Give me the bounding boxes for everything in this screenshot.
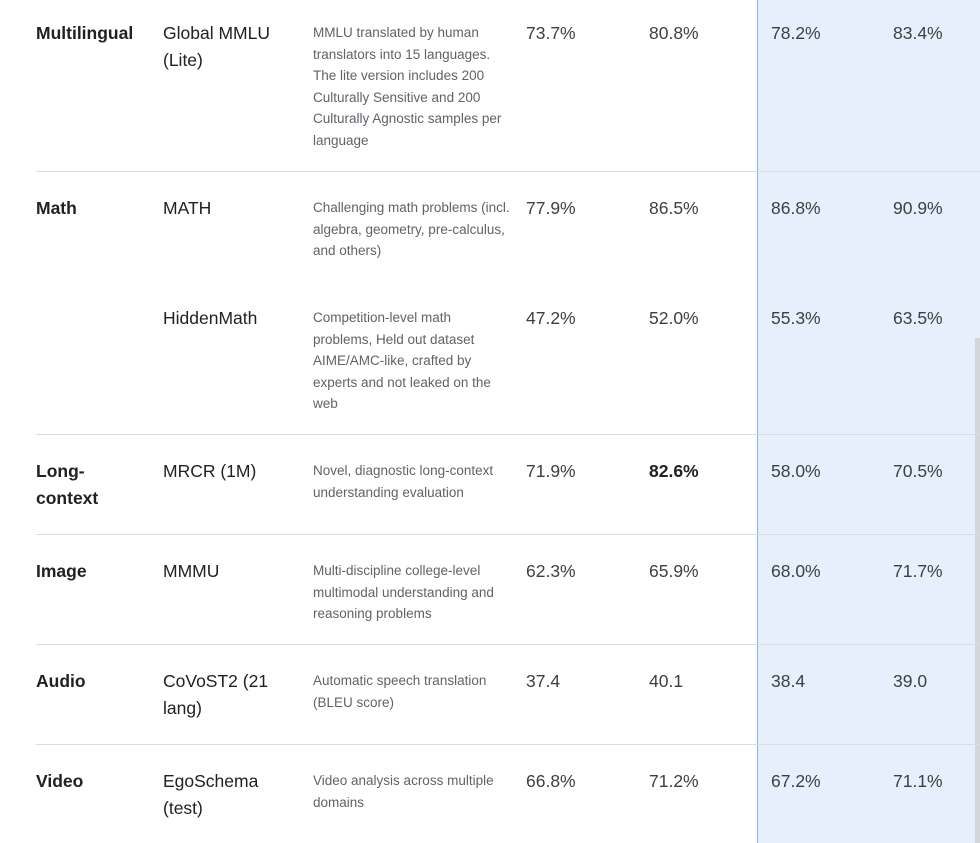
score-cell: 71.9%: [526, 461, 576, 481]
score-cell: 68.0%: [771, 561, 821, 581]
benchmark-description: Competition-level math problems, Held ou…: [313, 310, 491, 411]
score-cell: 39.0: [893, 671, 928, 691]
benchmark-name: MRCR (1M): [163, 461, 257, 481]
row-divider: [36, 171, 980, 172]
score-cell: 63.5%: [893, 308, 943, 328]
category-label: Math: [36, 198, 77, 218]
row-divider: [36, 644, 980, 645]
score-cell: 47.2%: [526, 308, 576, 328]
score-cell: 71.7%: [893, 561, 943, 581]
score-cell: 62.3%: [526, 561, 576, 581]
score-cell: 65.9%: [649, 561, 699, 581]
score-cell: 80.8%: [649, 23, 699, 43]
scrollbar[interactable]: [975, 338, 980, 843]
row-divider: [36, 744, 980, 745]
benchmark-name: MATH: [163, 198, 212, 218]
score-cell: 71.1%: [893, 771, 943, 791]
score-cell: 52.0%: [649, 308, 699, 328]
highlighted-model-columns: [757, 0, 980, 843]
score-cell: 37.4: [526, 671, 561, 691]
score-cell: 58.0%: [771, 461, 821, 481]
benchmark-description: Video analysis across multiple domains: [313, 773, 494, 810]
score-cell: 90.9%: [893, 198, 943, 218]
score-cell: 77.9%: [526, 198, 576, 218]
score-cell: 71.2%: [649, 771, 699, 791]
score-cell: 38.4: [771, 671, 806, 691]
score-cell: 67.2%: [771, 771, 821, 791]
score-cell: 86.8%: [771, 198, 821, 218]
score-cell: 66.8%: [526, 771, 576, 791]
benchmark-description: Automatic speech translation (BLEU score…: [313, 673, 487, 710]
row-divider: [36, 434, 980, 435]
benchmark-description: Novel, diagnostic long-context understan…: [313, 463, 494, 500]
benchmark-name: MMMU: [163, 561, 220, 581]
category-label: Image: [36, 561, 87, 581]
score-cell-best: 82.6%: [649, 461, 699, 481]
category-label: Long-context: [36, 461, 99, 508]
benchmark-description: Multi-discipline college-level multimoda…: [313, 563, 494, 621]
score-cell: 70.5%: [893, 461, 943, 481]
benchmark-name: Global MMLU (Lite): [163, 23, 270, 70]
category-label: Audio: [36, 671, 86, 691]
benchmark-name: EgoSchema (test): [163, 771, 259, 818]
row-divider: [36, 534, 980, 535]
score-cell: 78.2%: [771, 23, 821, 43]
benchmark-name: HiddenMath: [163, 308, 258, 328]
benchmark-description: Challenging math problems (incl. algebra…: [313, 200, 510, 258]
benchmark-name: CoVoST2 (21 lang): [163, 671, 269, 718]
benchmark-description: MMLU translated by human translators int…: [313, 25, 502, 148]
score-cell: 55.3%: [771, 308, 821, 328]
score-cell: 40.1: [649, 671, 684, 691]
score-cell: 86.5%: [649, 198, 699, 218]
category-label: Multilingual: [36, 23, 134, 43]
score-cell: 73.7%: [526, 23, 576, 43]
category-label: Video: [36, 771, 84, 791]
score-cell: 83.4%: [893, 23, 943, 43]
